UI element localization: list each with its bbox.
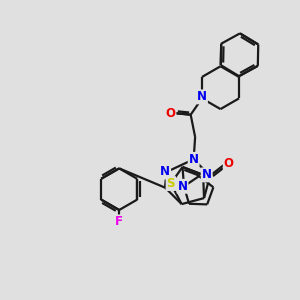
Text: N: N: [160, 165, 170, 178]
Text: N: N: [202, 168, 212, 182]
Text: F: F: [115, 215, 123, 228]
Text: N: N: [189, 153, 199, 166]
Text: N: N: [197, 90, 207, 104]
Text: S: S: [167, 177, 175, 190]
Text: O: O: [224, 157, 234, 170]
Text: N: N: [178, 180, 188, 193]
Text: O: O: [166, 107, 176, 120]
